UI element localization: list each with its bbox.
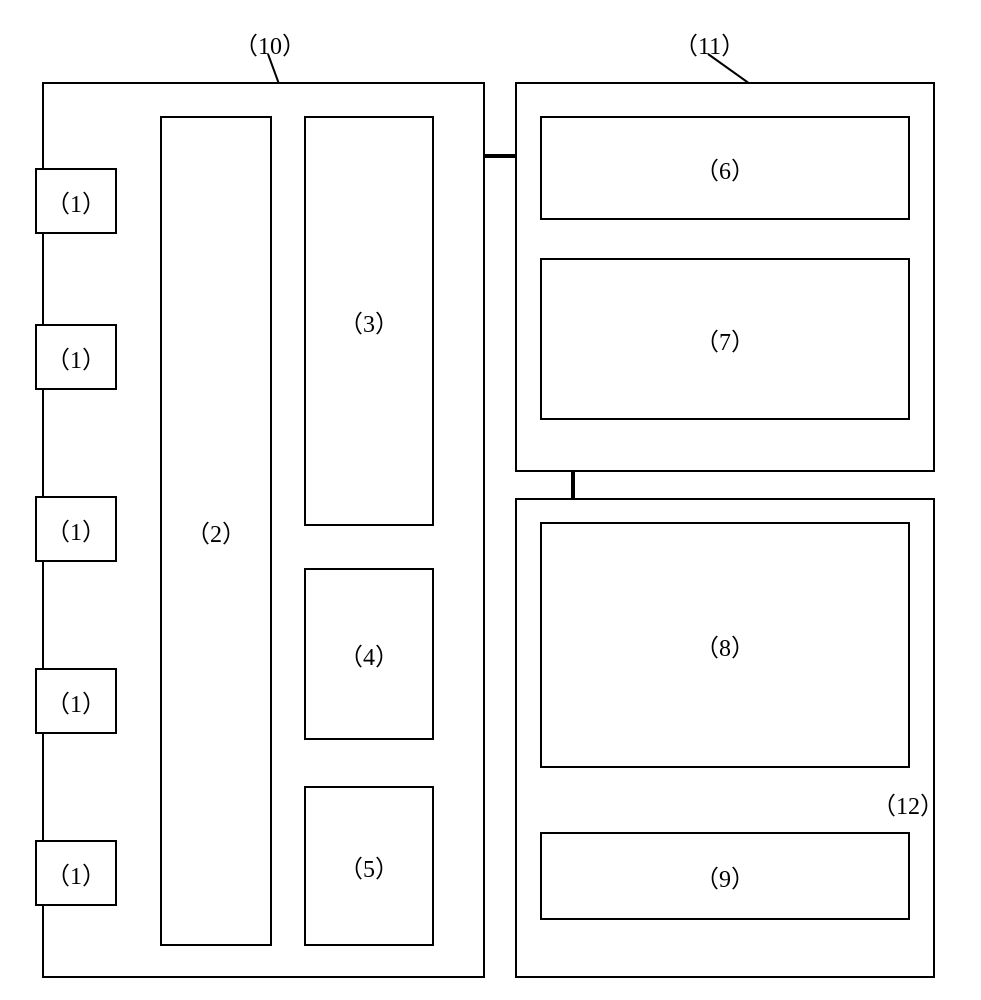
block-b1a-label: （1） bbox=[46, 184, 106, 219]
block-b3-label: （3） bbox=[339, 304, 399, 339]
callout-l11: （11） bbox=[674, 26, 745, 61]
block-b9: （9） bbox=[540, 832, 910, 920]
block-b9-label: （9） bbox=[695, 859, 755, 894]
callout-l10: （10） bbox=[234, 26, 306, 61]
diagram-stage: （1） （1） （1） （1） （1） （2） （3） （4） （5） （6） （7） （8） （9） （… bbox=[0, 0, 981, 1000]
block-b5-label: （5） bbox=[339, 849, 399, 884]
block-b3: （3） bbox=[304, 116, 434, 526]
block-b1c-label: （1） bbox=[46, 512, 106, 547]
block-b2-label: （2） bbox=[186, 514, 246, 549]
block-b1d-label: （1） bbox=[46, 684, 106, 719]
block-b8-label: （8） bbox=[695, 628, 755, 663]
block-b1d: （1） bbox=[35, 668, 117, 734]
block-b6: （6） bbox=[540, 116, 910, 220]
block-b1c: （1） bbox=[35, 496, 117, 562]
block-b1e-label: （1） bbox=[46, 856, 106, 891]
block-b7-label: （7） bbox=[695, 322, 755, 357]
block-b8: （8） bbox=[540, 522, 910, 768]
block-b2: （2） bbox=[160, 116, 272, 946]
block-b6-label: （6） bbox=[695, 151, 755, 186]
block-b4-label: （4） bbox=[339, 637, 399, 672]
block-b7: （7） bbox=[540, 258, 910, 420]
block-b1b: （1） bbox=[35, 324, 117, 390]
callout-l12: （12） bbox=[872, 786, 944, 821]
block-b1b-label: （1） bbox=[46, 340, 106, 375]
block-b1a: （1） bbox=[35, 168, 117, 234]
block-b4: （4） bbox=[304, 568, 434, 740]
block-b1e: （1） bbox=[35, 840, 117, 906]
block-b5: （5） bbox=[304, 786, 434, 946]
